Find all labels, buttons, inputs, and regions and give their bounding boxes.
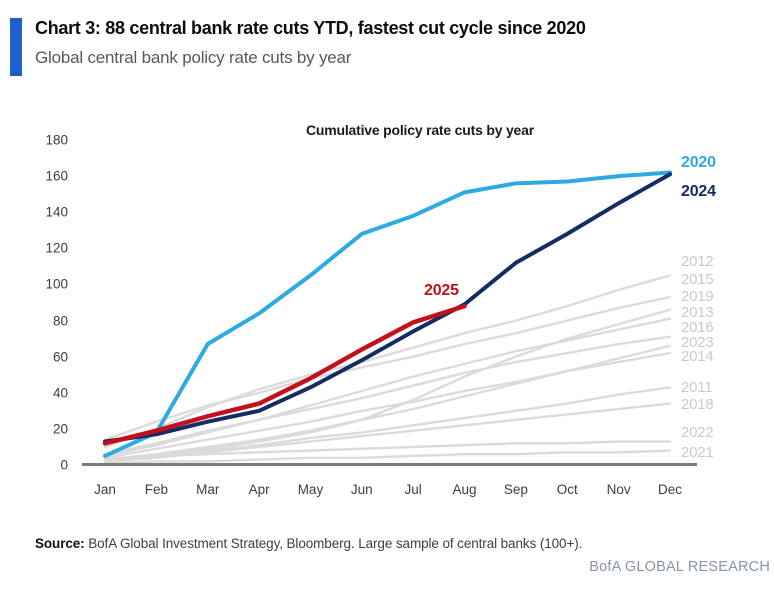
x-tick-label: Apr [248, 482, 270, 497]
x-axis-line [82, 463, 697, 466]
source-line: Source: BofA Global Investment Strategy,… [35, 536, 755, 551]
series-label-2019: 2019 [681, 288, 714, 305]
series-line-2021 [103, 449, 672, 465]
y-tick-label: 60 [52, 349, 68, 365]
series-label-2024: 2024 [681, 183, 716, 200]
series-label-2025: 2025 [424, 282, 459, 299]
series-label-2013: 2013 [681, 304, 714, 321]
source-text: BofA Global Investment Strategy, Bloombe… [84, 536, 583, 551]
series-label-2022: 2022 [681, 424, 714, 441]
series-line-2022 [103, 440, 672, 461]
series-line-2024 [103, 172, 672, 444]
x-tick-label: Feb [144, 482, 168, 497]
x-tick-label: Mar [196, 482, 220, 497]
series-label-2023: 2023 [681, 334, 714, 351]
series-line-2016 [103, 335, 672, 456]
x-tick-label: Oct [556, 482, 578, 497]
page-title: Chart 3: 88 central bank rate cuts YTD, … [35, 18, 586, 38]
series-label-2015: 2015 [681, 271, 714, 288]
chart-title: Cumulative policy rate cuts by year [306, 122, 534, 138]
page-subtitle: Global central bank policy rate cuts by … [35, 48, 352, 67]
series-line-2012 [103, 274, 672, 449]
series-line-2018 [103, 402, 672, 463]
series-label-2021: 2021 [681, 444, 714, 461]
series-line-2013 [103, 317, 672, 458]
x-tick-label: Jul [404, 482, 422, 497]
series-label-2014: 2014 [681, 348, 714, 365]
y-tick-label: 160 [45, 168, 68, 184]
series-line-2011 [103, 386, 672, 463]
source-label: Source: [35, 536, 85, 551]
x-tick-label: Dec [657, 482, 682, 497]
series-line-2020 [103, 170, 672, 458]
x-tick-label: May [297, 482, 324, 497]
title-accent-bar [10, 18, 22, 76]
series-line-2015 [103, 295, 672, 441]
x-tick-label: Jun [350, 482, 373, 497]
x-tick-label: Aug [452, 482, 477, 497]
series-label-2011: 2011 [681, 379, 713, 396]
x-tick-label: Jan [94, 482, 116, 497]
series-label-2020: 2020 [681, 154, 716, 171]
y-tick-label: 0 [60, 457, 68, 473]
y-tick-label: 40 [52, 385, 68, 401]
series-label-2016: 2016 [681, 319, 714, 336]
series-line-2014 [103, 351, 672, 459]
series-line-2019 [103, 308, 672, 463]
y-tick-label: 100 [45, 276, 68, 292]
x-tick-label: Sep [503, 482, 528, 497]
series-line-2025 [102, 303, 467, 446]
y-tick-label: 140 [45, 204, 68, 220]
y-tick-label: 20 [52, 421, 68, 437]
y-tick-label: 120 [45, 240, 68, 256]
brand-text: BofA GLOBAL RESEARCH [589, 559, 770, 575]
y-tick-label: 80 [52, 313, 68, 329]
series-label-2012: 2012 [681, 253, 714, 270]
series-label-2018: 2018 [681, 396, 714, 413]
x-tick-label: Nov [606, 482, 631, 497]
y-tick-label: 180 [45, 132, 68, 148]
